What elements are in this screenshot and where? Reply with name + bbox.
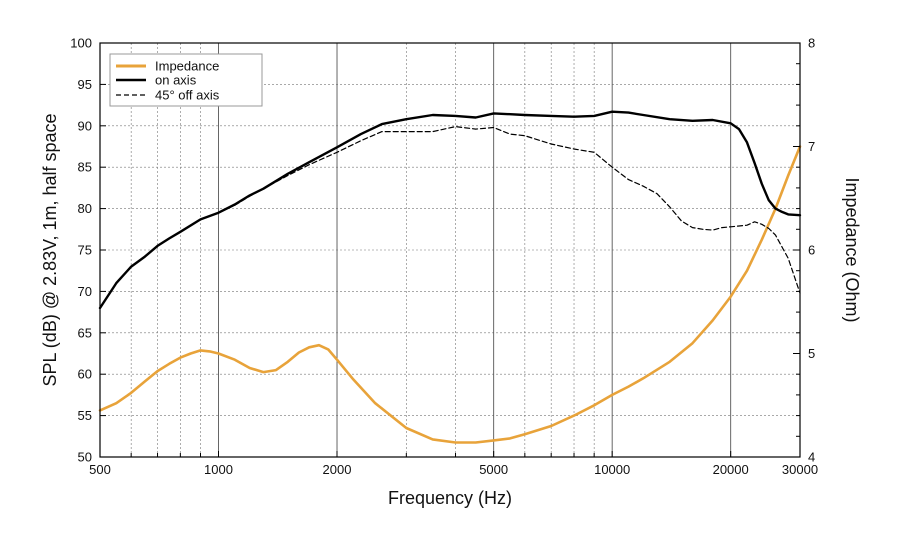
legend-label-impedance: Impedance [155,59,219,74]
y-left-tick-label: 80 [78,201,92,216]
legend-label-off-axis: 45° off axis [155,88,220,103]
legend-label-on-axis: on axis [155,73,197,88]
x-tick-label: 2000 [323,462,352,477]
y-right-tick-label: 6 [808,243,815,258]
y-right-tick-labels: 4 5 6 7 8 [808,36,815,465]
y-left-tick-label: 65 [78,325,92,340]
y-left-tick-label: 60 [78,367,92,382]
y-left-tick-label: 70 [78,284,92,299]
x-tick-labels: 500 1000 2000 5000 10000 20000 30000 [89,462,818,477]
y-left-axis-title: SPL (dB) @ 2.83V, 1m, half space [40,113,60,386]
legend: Impedance on axis 45° off axis [109,53,263,107]
x-tick-label: 10000 [594,462,630,477]
series-line-on-axis [98,110,802,310]
y-left-tick-label: 90 [78,118,92,133]
axis-ticks [99,42,801,458]
y-right-tick-label: 4 [808,450,815,465]
y-right-tick-label: 7 [808,139,815,154]
series-line-off-axis [234,125,801,294]
y-left-tick-label: 95 [78,77,92,92]
x-tick-label: 5000 [479,462,508,477]
series-line-impedance [98,145,802,444]
series-layer [98,110,802,444]
y-left-tick-labels: 50 55 60 65 70 75 80 85 90 95 100 [70,36,92,465]
y-right-tick-label: 5 [808,346,815,361]
y-left-tick-label: 85 [78,160,92,175]
y-right-tick-label: 8 [808,36,815,51]
x-tick-label: 30000 [782,462,818,477]
x-tick-label: 1000 [204,462,233,477]
major-grid [218,43,732,457]
x-tick-label: 20000 [713,462,749,477]
y-left-tick-label: 75 [78,243,92,258]
y-left-tick-label: 50 [78,450,92,465]
y-left-tick-label: 55 [78,408,92,423]
y-right-axis-title: Impedance (Ohm) [842,177,862,322]
x-axis-title: Frequency (Hz) [388,488,512,508]
x-tick-label: 500 [89,462,111,477]
y-left-tick-label: 100 [70,36,92,51]
